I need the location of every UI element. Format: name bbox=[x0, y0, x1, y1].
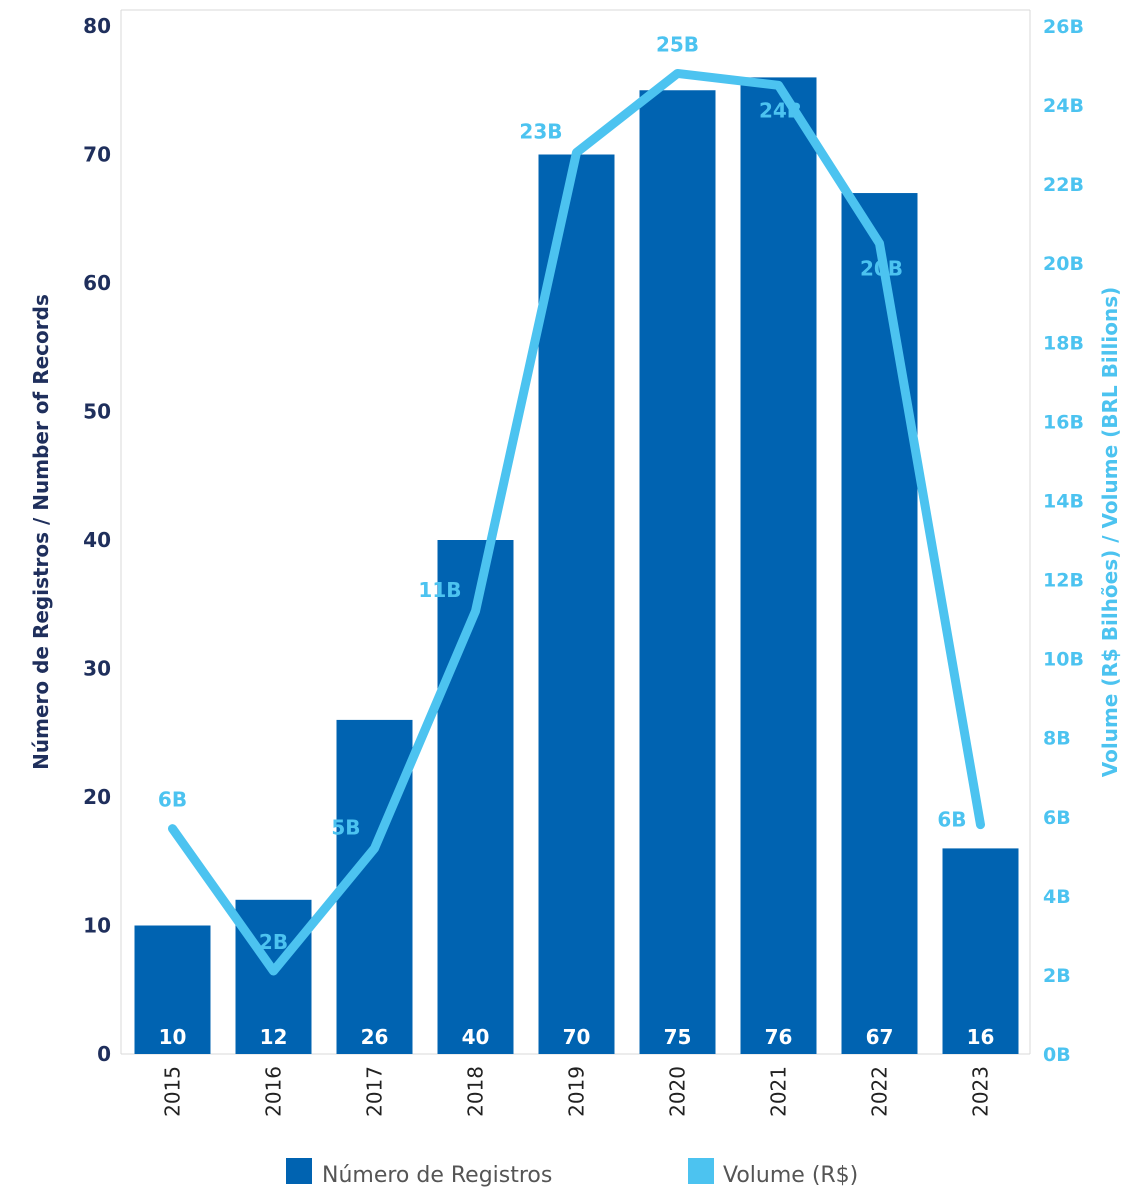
legend: Número de Registros Volume (R$) bbox=[286, 1158, 858, 1187]
right-tick-label: 26B bbox=[1043, 16, 1084, 38]
category-label: 2020 bbox=[666, 1066, 690, 1117]
bar-value-label: 12 bbox=[260, 1025, 288, 1049]
bar-value-label: 10 bbox=[159, 1025, 187, 1049]
bar-value-label: 67 bbox=[866, 1025, 894, 1049]
right-tick-label: 8B bbox=[1043, 728, 1071, 750]
category-label: 2021 bbox=[767, 1066, 791, 1117]
category-label: 2017 bbox=[363, 1066, 387, 1117]
line-value-label: 5B bbox=[331, 815, 360, 839]
right-tick-label: 22B bbox=[1043, 174, 1084, 196]
bar-series bbox=[134, 77, 1019, 1055]
right-tick-label: 0B bbox=[1043, 1044, 1071, 1066]
right-tick-label: 4B bbox=[1043, 886, 1071, 908]
right-tick-label: 6B bbox=[1043, 807, 1071, 829]
left-tick-label: 30 bbox=[83, 657, 111, 681]
bar bbox=[134, 925, 211, 1054]
legend-swatch-bars bbox=[286, 1158, 312, 1184]
line-value-label: 6B bbox=[937, 808, 966, 832]
line-point bbox=[979, 823, 982, 826]
line-point bbox=[878, 242, 881, 245]
line-data-labels: 6B 2B 5B 11B 23B 25B 24B 20B 6B bbox=[158, 32, 967, 954]
line-point bbox=[171, 827, 174, 830]
legend-swatch-line bbox=[688, 1158, 714, 1184]
line-point bbox=[373, 847, 376, 850]
left-tick-label: 60 bbox=[83, 271, 111, 295]
bar-data-labels: 10 12 26 40 70 75 76 67 16 bbox=[159, 1025, 995, 1049]
category-label: 2023 bbox=[969, 1066, 993, 1117]
category-label: 2022 bbox=[868, 1066, 892, 1117]
left-axis-title: Número de Registros / Number of Records bbox=[29, 294, 53, 770]
bar bbox=[841, 193, 918, 1055]
left-tick-label: 0 bbox=[97, 1042, 111, 1066]
category-label: 2016 bbox=[262, 1066, 286, 1117]
line-value-label: 6B bbox=[158, 788, 187, 812]
bar-value-label: 26 bbox=[361, 1025, 389, 1049]
line-value-label: 11B bbox=[418, 578, 461, 602]
left-tick-label: 50 bbox=[83, 400, 111, 424]
bar bbox=[437, 540, 514, 1054]
line-value-label: 20B bbox=[860, 256, 903, 280]
bar-value-label: 70 bbox=[563, 1025, 591, 1049]
bar-value-label: 75 bbox=[664, 1025, 692, 1049]
line-value-label: 25B bbox=[656, 32, 699, 56]
left-tick-label: 10 bbox=[83, 914, 111, 938]
right-tick-label: 14B bbox=[1043, 490, 1084, 512]
bar-value-label: 40 bbox=[462, 1025, 490, 1049]
line-point bbox=[272, 969, 275, 972]
bar bbox=[942, 848, 1019, 1054]
line-point bbox=[676, 72, 679, 75]
left-tick-label: 70 bbox=[83, 143, 111, 167]
right-tick-label: 12B bbox=[1043, 570, 1084, 592]
right-tick-label: 2B bbox=[1043, 965, 1071, 987]
line-value-label: 23B bbox=[519, 120, 562, 144]
right-tick-label: 24B bbox=[1043, 95, 1084, 117]
line-point bbox=[474, 610, 477, 613]
right-tick-label: 16B bbox=[1043, 411, 1084, 433]
bar-value-label: 16 bbox=[967, 1025, 995, 1049]
bar bbox=[538, 154, 615, 1054]
right-tick-label: 20B bbox=[1043, 253, 1084, 275]
right-axis-title: Volume (R$ Bilhões) / Volume (BRL Billio… bbox=[1098, 287, 1122, 778]
right-tick-label: 18B bbox=[1043, 332, 1084, 354]
category-label: 2015 bbox=[161, 1066, 185, 1117]
bar bbox=[235, 899, 312, 1054]
bar bbox=[336, 719, 413, 1054]
right-tick-label: 10B bbox=[1043, 649, 1084, 671]
line-value-label: 24B bbox=[759, 98, 802, 122]
legend-label-line: Volume (R$) bbox=[723, 1163, 858, 1187]
bar-value-label: 76 bbox=[765, 1025, 793, 1049]
right-axis-ticks: 0B 2B 4B 6B 8B 10B 12B 14B 16B 18B 20B 22B 24B 26B bbox=[1043, 16, 1084, 1066]
left-tick-label: 80 bbox=[83, 14, 111, 38]
bar bbox=[740, 77, 817, 1054]
left-axis-ticks: 0 10 20 30 40 50 60 70 80 bbox=[83, 14, 111, 1066]
line-series bbox=[168, 68, 985, 976]
left-tick-label: 20 bbox=[83, 785, 111, 809]
line-point bbox=[575, 151, 578, 154]
bar bbox=[639, 90, 716, 1054]
legend-label-bars: Número de Registros bbox=[322, 1163, 552, 1187]
category-labels: 2015 2016 2017 2018 2019 2020 2021 2022 2023 bbox=[161, 1066, 993, 1117]
category-label: 2018 bbox=[464, 1066, 488, 1117]
line-point bbox=[777, 84, 780, 87]
line-value-label: 2B bbox=[259, 930, 288, 954]
left-tick-label: 40 bbox=[83, 528, 111, 552]
category-label: 2019 bbox=[565, 1066, 589, 1117]
